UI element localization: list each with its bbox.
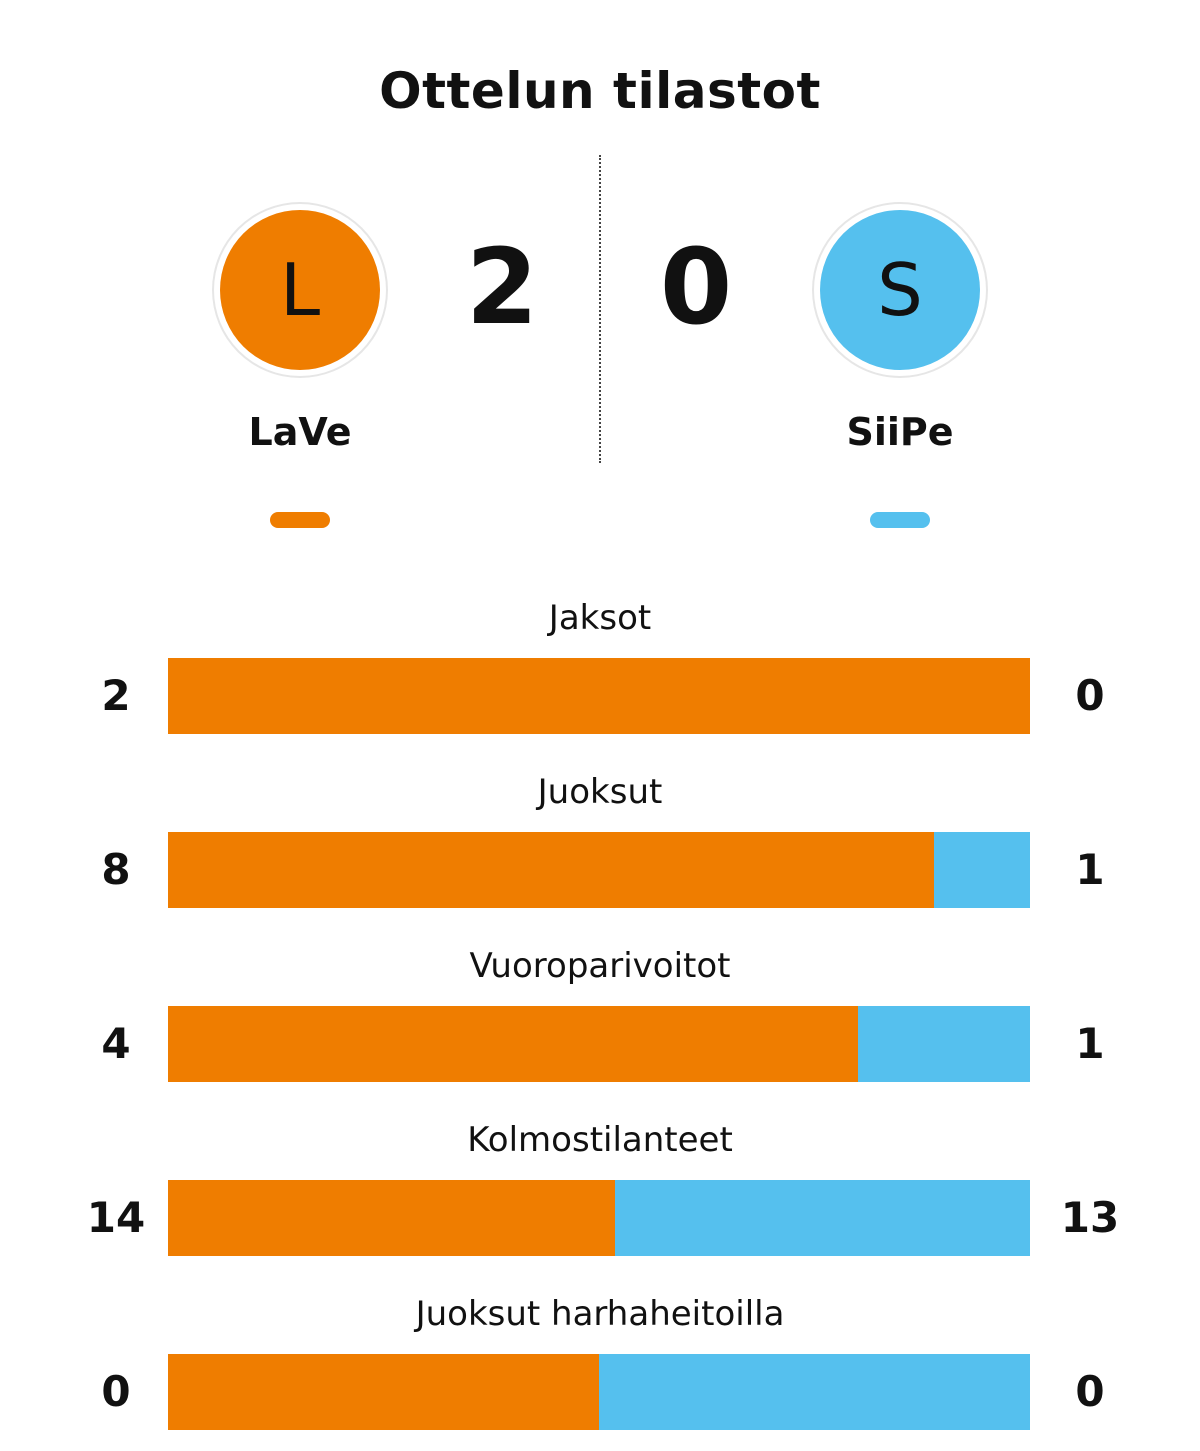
stat-label: Vuoroparivoitot <box>469 946 731 986</box>
stat-bar <box>168 1180 1030 1256</box>
home-bar-segment <box>168 832 935 908</box>
stat-label: Kolmostilanteet <box>467 1120 733 1160</box>
home-value: 14 <box>86 1193 146 1242</box>
away-team-initial: S <box>877 248 923 332</box>
away-value: 1 <box>1075 1019 1105 1068</box>
home-team-logo: L <box>220 210 380 370</box>
away-value: 13 <box>1060 1193 1120 1242</box>
away-color-key <box>870 512 930 528</box>
home-value: 2 <box>101 671 131 720</box>
away-bar-segment <box>857 1006 1030 1082</box>
center-divider <box>599 155 601 463</box>
away-bar-segment <box>934 832 1030 908</box>
home-bar-segment <box>168 1354 599 1430</box>
away-team-name: SiiPe <box>846 410 954 454</box>
away-value: 0 <box>1075 671 1105 720</box>
stat-label: Jaksot <box>548 598 652 638</box>
chart-title: Ottelun tilastot <box>379 62 821 120</box>
stat-bar <box>168 832 1030 908</box>
away-bar-segment <box>615 1180 1030 1256</box>
away-value: 0 <box>1075 1367 1105 1416</box>
home-team-name: LaVe <box>248 410 352 454</box>
away-bar-segment <box>599 1354 1030 1430</box>
home-team-initial: L <box>279 248 321 332</box>
away-score: 0 <box>659 226 733 348</box>
stat-bar <box>168 658 1030 734</box>
away-team-logo: S <box>820 210 980 370</box>
home-score: 2 <box>465 226 539 348</box>
stat-label: Juoksut harhaheitoilla <box>415 1294 785 1334</box>
stat-bar <box>168 1354 1030 1430</box>
home-bar-segment <box>168 1006 858 1082</box>
home-value: 0 <box>101 1367 131 1416</box>
stat-bar <box>168 1006 1030 1082</box>
home-value: 8 <box>101 845 131 894</box>
home-value: 4 <box>101 1019 131 1068</box>
stat-label: Juoksut <box>537 772 663 812</box>
home-bar-segment <box>168 1180 616 1256</box>
away-value: 1 <box>1075 845 1105 894</box>
home-color-key <box>270 512 330 528</box>
home-bar-segment <box>168 658 1030 734</box>
